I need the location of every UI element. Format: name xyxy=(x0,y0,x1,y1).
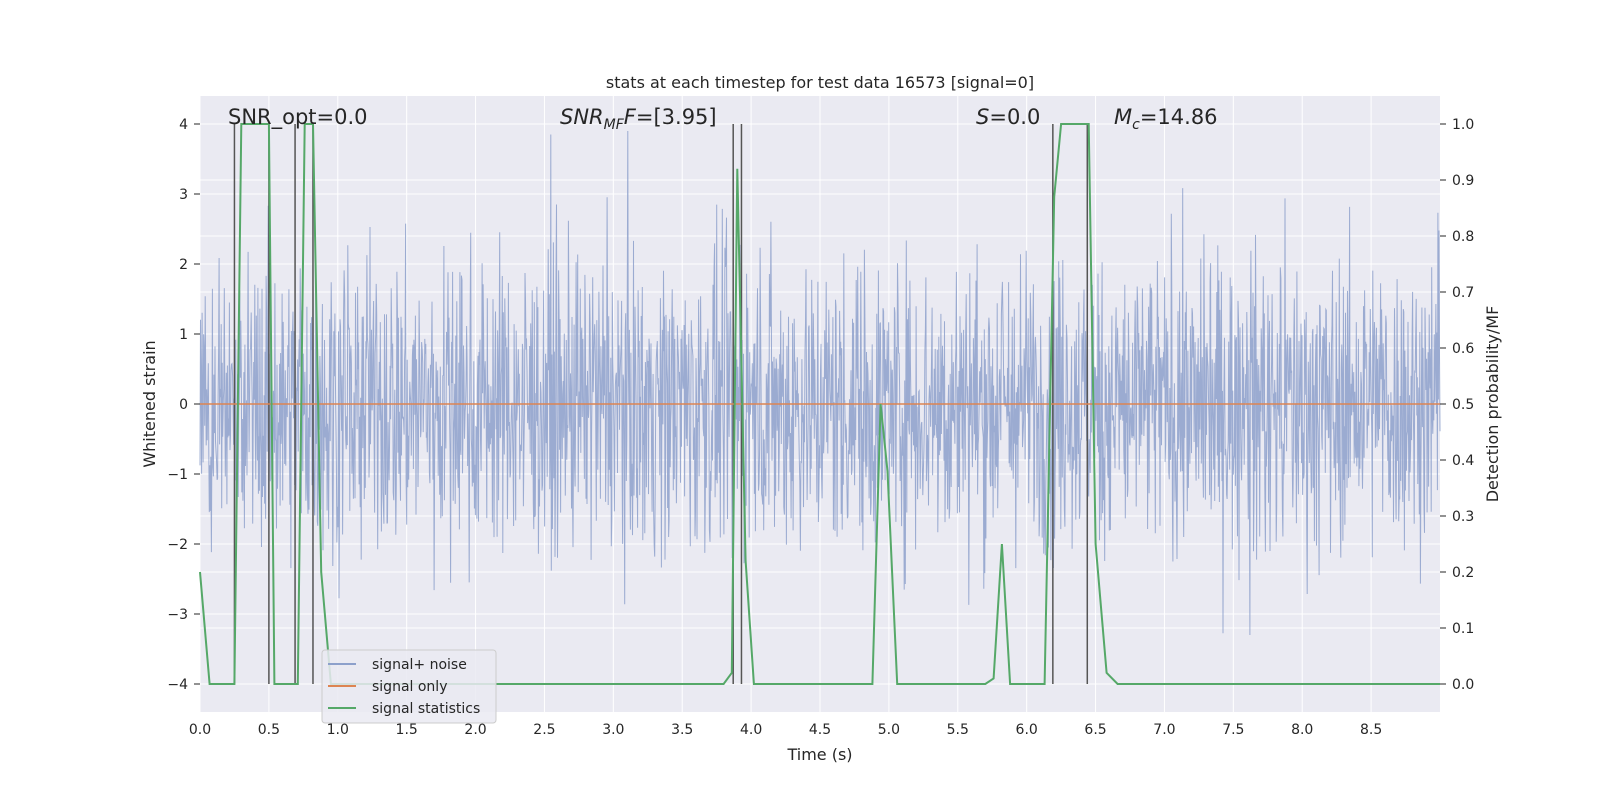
x-tick-label: 7.5 xyxy=(1222,722,1244,738)
x-tick-label: 0.5 xyxy=(258,722,280,738)
y-right-tick-label: 0.2 xyxy=(1452,565,1474,581)
y-tick-label: −3 xyxy=(167,607,188,623)
x-tick-label: 2.0 xyxy=(464,722,486,738)
y-right-tick-label: 0.5 xyxy=(1452,397,1474,413)
x-tick-label: 8.5 xyxy=(1360,722,1382,738)
annotation-snr-mf: SNRMFF=[3.95] xyxy=(560,105,717,133)
x-tick-labels: 0.0 0.5 1.0 1.5 2.0 2.5 3.0 3.5 4.0 4.5 5.0 5.5 6.0 6… xyxy=(189,722,1382,738)
y-right-axis-label: Detection probability/MF xyxy=(1483,306,1502,503)
legend: signal+ noise signal only signal statist… xyxy=(321,649,497,724)
y-axis-label: Whitened strain xyxy=(140,340,159,467)
x-tick-label: 1.0 xyxy=(327,722,349,738)
legend-box xyxy=(321,649,497,724)
y-tick-label: 4 xyxy=(179,117,188,133)
x-tick-label: 4.5 xyxy=(809,722,831,738)
annotation-snr-opt: SNR_opt=0.0 xyxy=(228,105,368,130)
signal-statistics-series xyxy=(199,123,1440,685)
legend-label-signal-only: signal only xyxy=(372,679,447,695)
legend-label-statistics: signal statistics xyxy=(372,701,480,717)
x-tick-label: 7.0 xyxy=(1153,722,1175,738)
x-tick-label: 4.0 xyxy=(740,722,762,738)
y-right-tick-label: 0.7 xyxy=(1452,285,1474,301)
chart-title: stats at each timestep for test data 165… xyxy=(606,73,1034,92)
x-tick-label: 1.5 xyxy=(396,722,418,738)
y-tick-labels: 4 3 2 1 0 −1 −2 −3 −4 xyxy=(167,117,200,693)
y-right-tick-label: 1.0 xyxy=(1452,117,1474,133)
y-tick-label: 1 xyxy=(179,327,188,343)
annotation-s: S=0.0 xyxy=(976,105,1040,129)
noise-series xyxy=(199,130,1441,636)
y-right-tick-labels: 1.0 0.9 0.8 0.7 0.6 0.5 0.4 0.3 0.2 0.1 0.0 xyxy=(1440,117,1474,693)
y-right-tick-label: 0.3 xyxy=(1452,509,1474,525)
statistics-line xyxy=(199,123,1440,685)
x-tick-label: 5.5 xyxy=(947,722,969,738)
y-tick-label: 3 xyxy=(179,187,188,203)
x-tick-label: 2.5 xyxy=(533,722,555,738)
y-tick-label: 0 xyxy=(179,397,188,413)
x-tick-label: 5.0 xyxy=(878,722,900,738)
y-right-tick-label: 0.6 xyxy=(1452,341,1474,357)
y-right-tick-label: 0.8 xyxy=(1452,229,1474,245)
y-tick-label: −1 xyxy=(167,467,188,483)
x-tick-label: 3.5 xyxy=(671,722,693,738)
annotation-mc: Mc=14.86 xyxy=(1114,105,1218,133)
x-tick-label: 0.0 xyxy=(189,722,211,738)
y-tick-label: −4 xyxy=(167,677,188,693)
y-right-tick-label: 0.1 xyxy=(1452,621,1474,637)
legend-label-noise: signal+ noise xyxy=(372,657,467,673)
y-right-tick-label: 0.4 xyxy=(1452,453,1474,469)
x-tick-label: 3.0 xyxy=(602,722,624,738)
y-right-tick-label: 0.9 xyxy=(1452,173,1474,189)
x-tick-label: 8.0 xyxy=(1291,722,1313,738)
y-right-tick-label: 0.0 xyxy=(1452,677,1474,693)
x-tick-label: 6.5 xyxy=(1084,722,1106,738)
y-tick-label: −2 xyxy=(167,537,188,553)
y-tick-label: 2 xyxy=(179,257,188,273)
x-tick-label: 6.0 xyxy=(1016,722,1038,738)
noise-line xyxy=(199,130,1441,636)
x-axis-label: Time (s) xyxy=(786,745,852,764)
